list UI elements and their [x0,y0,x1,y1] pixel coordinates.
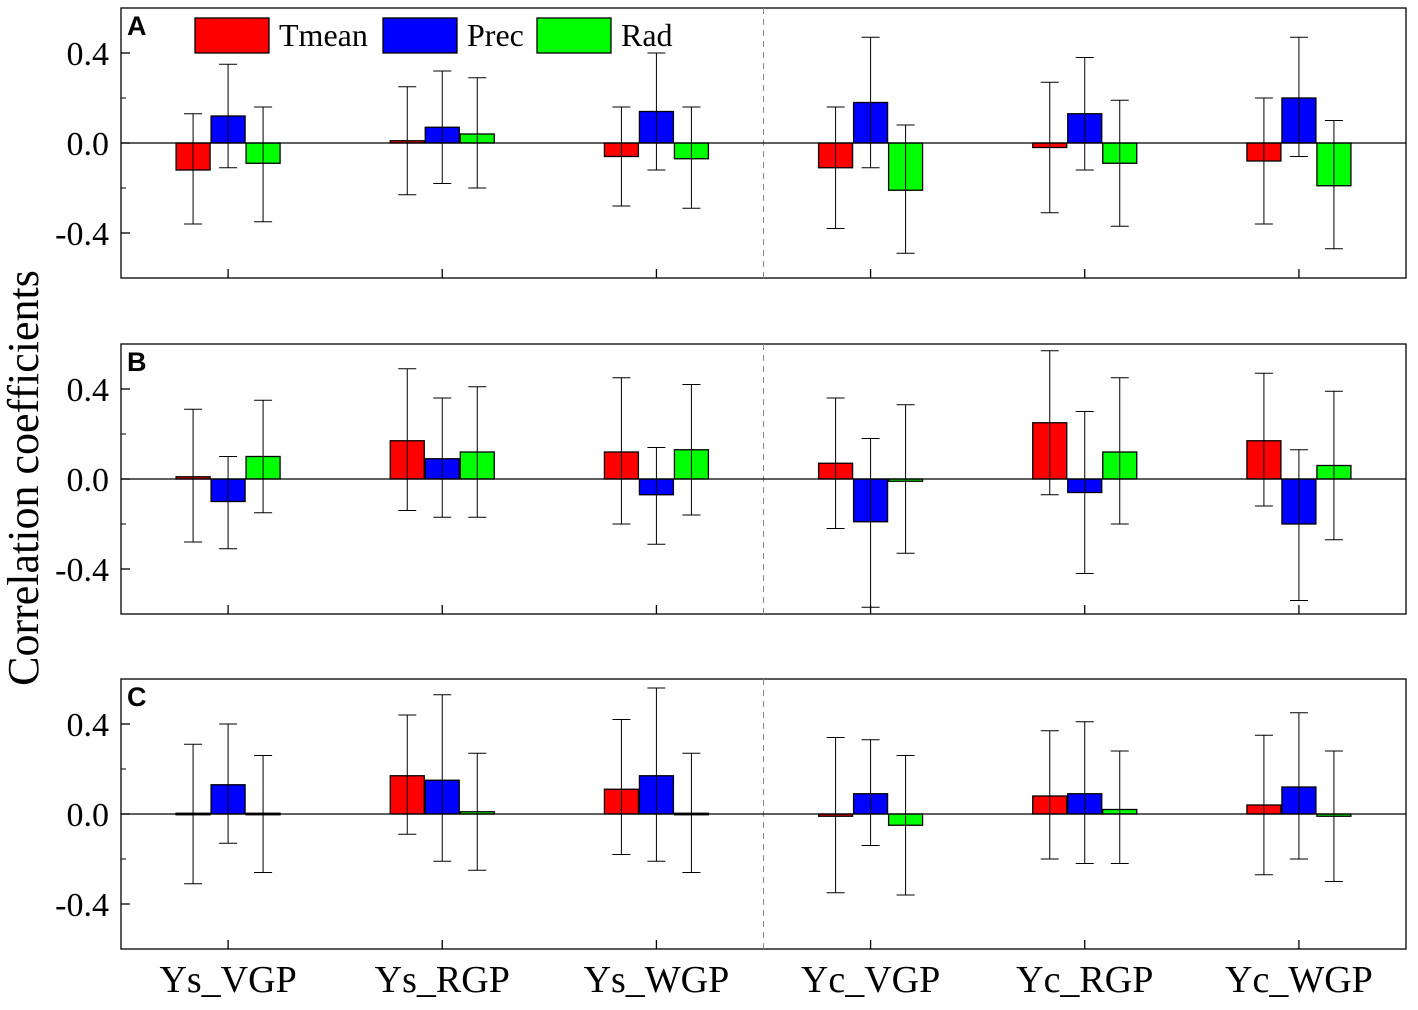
y-tick-label: -0.4 [55,216,109,253]
series-prec [210,36,1317,184]
panel-label: C [127,682,147,712]
y-tick-label: 0.0 [67,126,110,163]
y-tick-label: 0.0 [67,797,110,834]
x-category-label: Ys_WGP [584,959,730,1001]
legend-item-rad: Rad [536,17,673,54]
series-tmean [175,81,1282,229]
series-rad [245,750,1352,896]
y-tick-label: 0.4 [67,707,110,744]
legend-label: Tmean [279,17,368,53]
x-category-label: Ys_RGP [375,959,510,1001]
y-tick-label: 0.4 [67,372,110,409]
plot-area: 0.4 0.0 -0.4 A 0.4 0.0 -0.4 B 0.4 0.0 -0.4 C Ys_VGP Y… [55,7,1407,1001]
legend: Tmean Prec Rad [194,17,673,54]
series-tmean [175,350,1282,543]
series-rad [245,77,1352,254]
series-prec [210,397,1317,608]
series-tmean [175,714,1282,894]
legend-swatch [194,17,270,54]
panel-label: B [127,347,147,377]
legend-swatch [536,17,612,54]
y-axis-label: Correlation coefficients [0,270,48,686]
x-category-label: Ys_VGP [159,959,296,1001]
legend-swatch [382,17,458,54]
legend-label: Prec [467,17,524,53]
x-category-label: Yc_WGP [1225,959,1373,1001]
panel-label: A [127,11,147,41]
x-category-label: Yc_VGP [801,959,940,1001]
legend-item-prec: Prec [382,17,524,54]
y-tick-label: -0.4 [55,552,109,589]
panel-a: 0.4 0.0 -0.4 A [55,7,1407,279]
series-rad [245,377,1352,554]
legend-label: Rad [621,17,673,53]
legend-item-tmean: Tmean [194,17,368,54]
panel-b: 0.4 0.0 -0.4 B [55,343,1407,615]
panel-c: 0.4 0.0 -0.4 C [55,678,1407,950]
y-tick-label: -0.4 [55,887,109,924]
y-tick-label: 0.0 [67,462,110,499]
y-tick-label: 0.4 [67,36,110,73]
series-prec [210,687,1317,864]
x-category-label: Yc_RGP [1016,959,1153,1001]
